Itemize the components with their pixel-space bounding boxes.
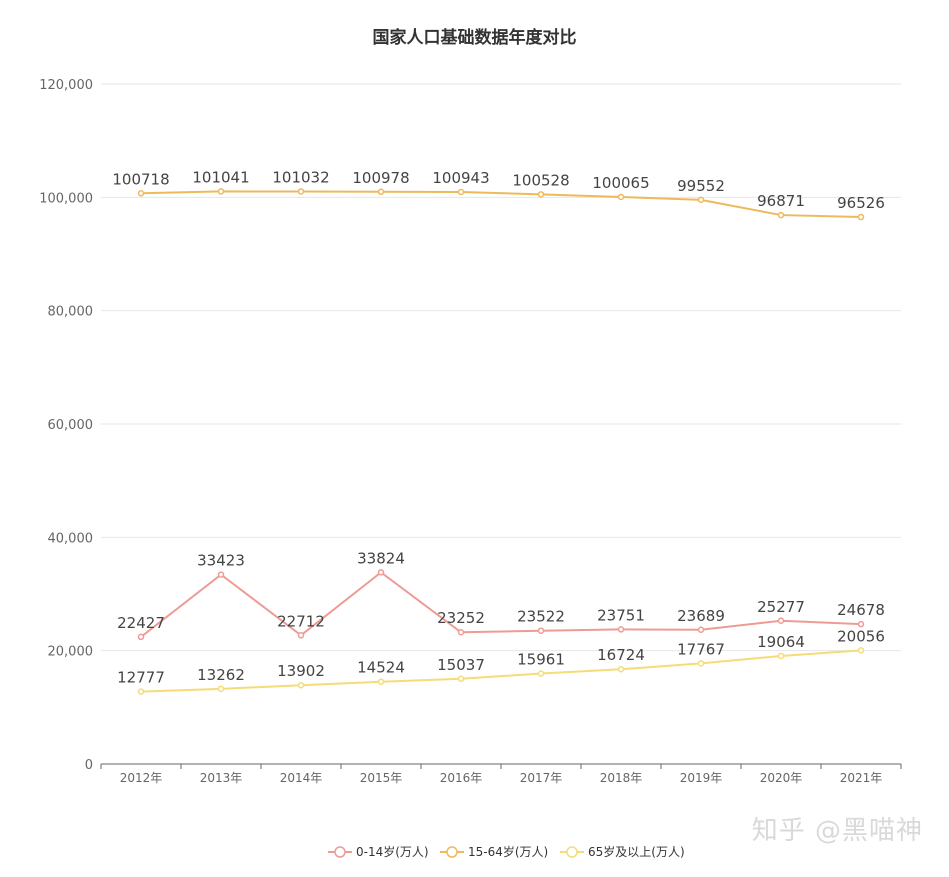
data-point xyxy=(857,213,865,221)
data-label: 17767 xyxy=(677,640,725,658)
data-point xyxy=(217,685,225,693)
data-label: 96871 xyxy=(757,192,805,210)
data-label: 100065 xyxy=(592,174,649,192)
data-label: 100718 xyxy=(112,170,169,188)
legend-label: 65岁及以上(万人) xyxy=(588,844,685,859)
x-tick-label: 2021年 xyxy=(840,771,883,785)
data-point xyxy=(777,652,785,660)
data-label: 20056 xyxy=(837,627,885,645)
data-label: 24678 xyxy=(837,601,885,619)
data-label: 15961 xyxy=(517,651,565,669)
legend-marker xyxy=(566,846,578,858)
data-label: 101032 xyxy=(272,168,329,186)
data-point xyxy=(537,627,545,634)
data-label: 33423 xyxy=(197,552,245,570)
data-label: 33824 xyxy=(357,549,405,567)
y-tick-label: 120,000 xyxy=(39,78,93,93)
watermark: 知乎 @黑喵神 xyxy=(751,816,923,846)
data-label: 14524 xyxy=(357,659,405,677)
data-label: 15037 xyxy=(437,656,485,674)
legend-label: 15-64岁(万人) xyxy=(468,844,548,859)
data-label: 23751 xyxy=(597,606,645,624)
data-point xyxy=(617,665,625,673)
legend-marker xyxy=(446,846,458,858)
data-label: 12777 xyxy=(117,669,165,687)
x-tick-label: 2017年 xyxy=(520,771,563,785)
data-label: 23689 xyxy=(677,607,725,625)
data-point xyxy=(777,617,785,625)
series-line xyxy=(140,190,862,219)
data-label: 22427 xyxy=(117,614,165,632)
y-tick-label: 20,000 xyxy=(48,645,94,660)
data-point xyxy=(697,196,705,204)
data-point xyxy=(377,188,385,196)
data-point xyxy=(297,632,305,639)
x-tick-label: 2014年 xyxy=(280,771,323,785)
data-label: 23522 xyxy=(517,608,565,626)
data-point xyxy=(137,633,145,641)
data-label: 25277 xyxy=(757,598,805,616)
data-point xyxy=(537,191,545,198)
x-tick-label: 2018年 xyxy=(600,771,643,785)
y-tick-label: 80,000 xyxy=(48,305,94,320)
data-point xyxy=(457,188,465,196)
x-tick-label: 2012年 xyxy=(120,771,163,785)
data-point xyxy=(137,688,145,695)
x-tick-label: 2016年 xyxy=(440,771,483,785)
data-label: 22712 xyxy=(277,612,325,630)
data-point xyxy=(457,675,465,683)
y-tick-label: 60,000 xyxy=(48,418,94,433)
data-label: 100943 xyxy=(432,169,489,187)
data-point xyxy=(377,569,385,576)
series-line xyxy=(140,649,862,693)
data-label: 100978 xyxy=(352,169,409,187)
data-point xyxy=(137,190,145,197)
x-tick-label: 2015年 xyxy=(360,771,403,785)
data-label: 23252 xyxy=(437,609,485,627)
legend-marker xyxy=(334,846,346,858)
data-point xyxy=(457,628,465,636)
data-label: 99552 xyxy=(677,177,725,195)
data-point xyxy=(217,571,225,578)
data-point xyxy=(297,681,305,689)
data-label: 13262 xyxy=(197,666,245,684)
series-line xyxy=(140,571,862,638)
data-label: 13902 xyxy=(277,662,325,680)
x-tick-label: 2019年 xyxy=(680,771,723,785)
data-label: 96526 xyxy=(837,194,885,212)
data-point xyxy=(297,188,305,195)
chart-title: 国家人口基础数据年度对比 xyxy=(373,27,577,48)
data-point xyxy=(697,660,705,667)
x-tick-label: 2013年 xyxy=(200,771,243,785)
data-point xyxy=(617,626,625,633)
y-tick-label: 0 xyxy=(85,758,93,773)
data-point xyxy=(617,193,625,201)
data-point xyxy=(377,678,385,685)
legend-label: 0-14岁(万人) xyxy=(356,844,429,859)
data-point xyxy=(857,647,865,654)
data-point xyxy=(777,211,785,219)
data-label: 16724 xyxy=(597,646,645,664)
y-tick-label: 100,000 xyxy=(39,191,93,206)
data-point xyxy=(857,620,865,628)
data-label: 100528 xyxy=(512,171,569,189)
data-label: 19064 xyxy=(757,633,805,651)
data-point xyxy=(217,188,225,195)
x-tick-label: 2020年 xyxy=(760,771,803,785)
y-tick-label: 40,000 xyxy=(48,531,94,546)
data-point xyxy=(537,670,545,677)
data-label: 101041 xyxy=(192,168,249,186)
data-point xyxy=(697,626,705,634)
